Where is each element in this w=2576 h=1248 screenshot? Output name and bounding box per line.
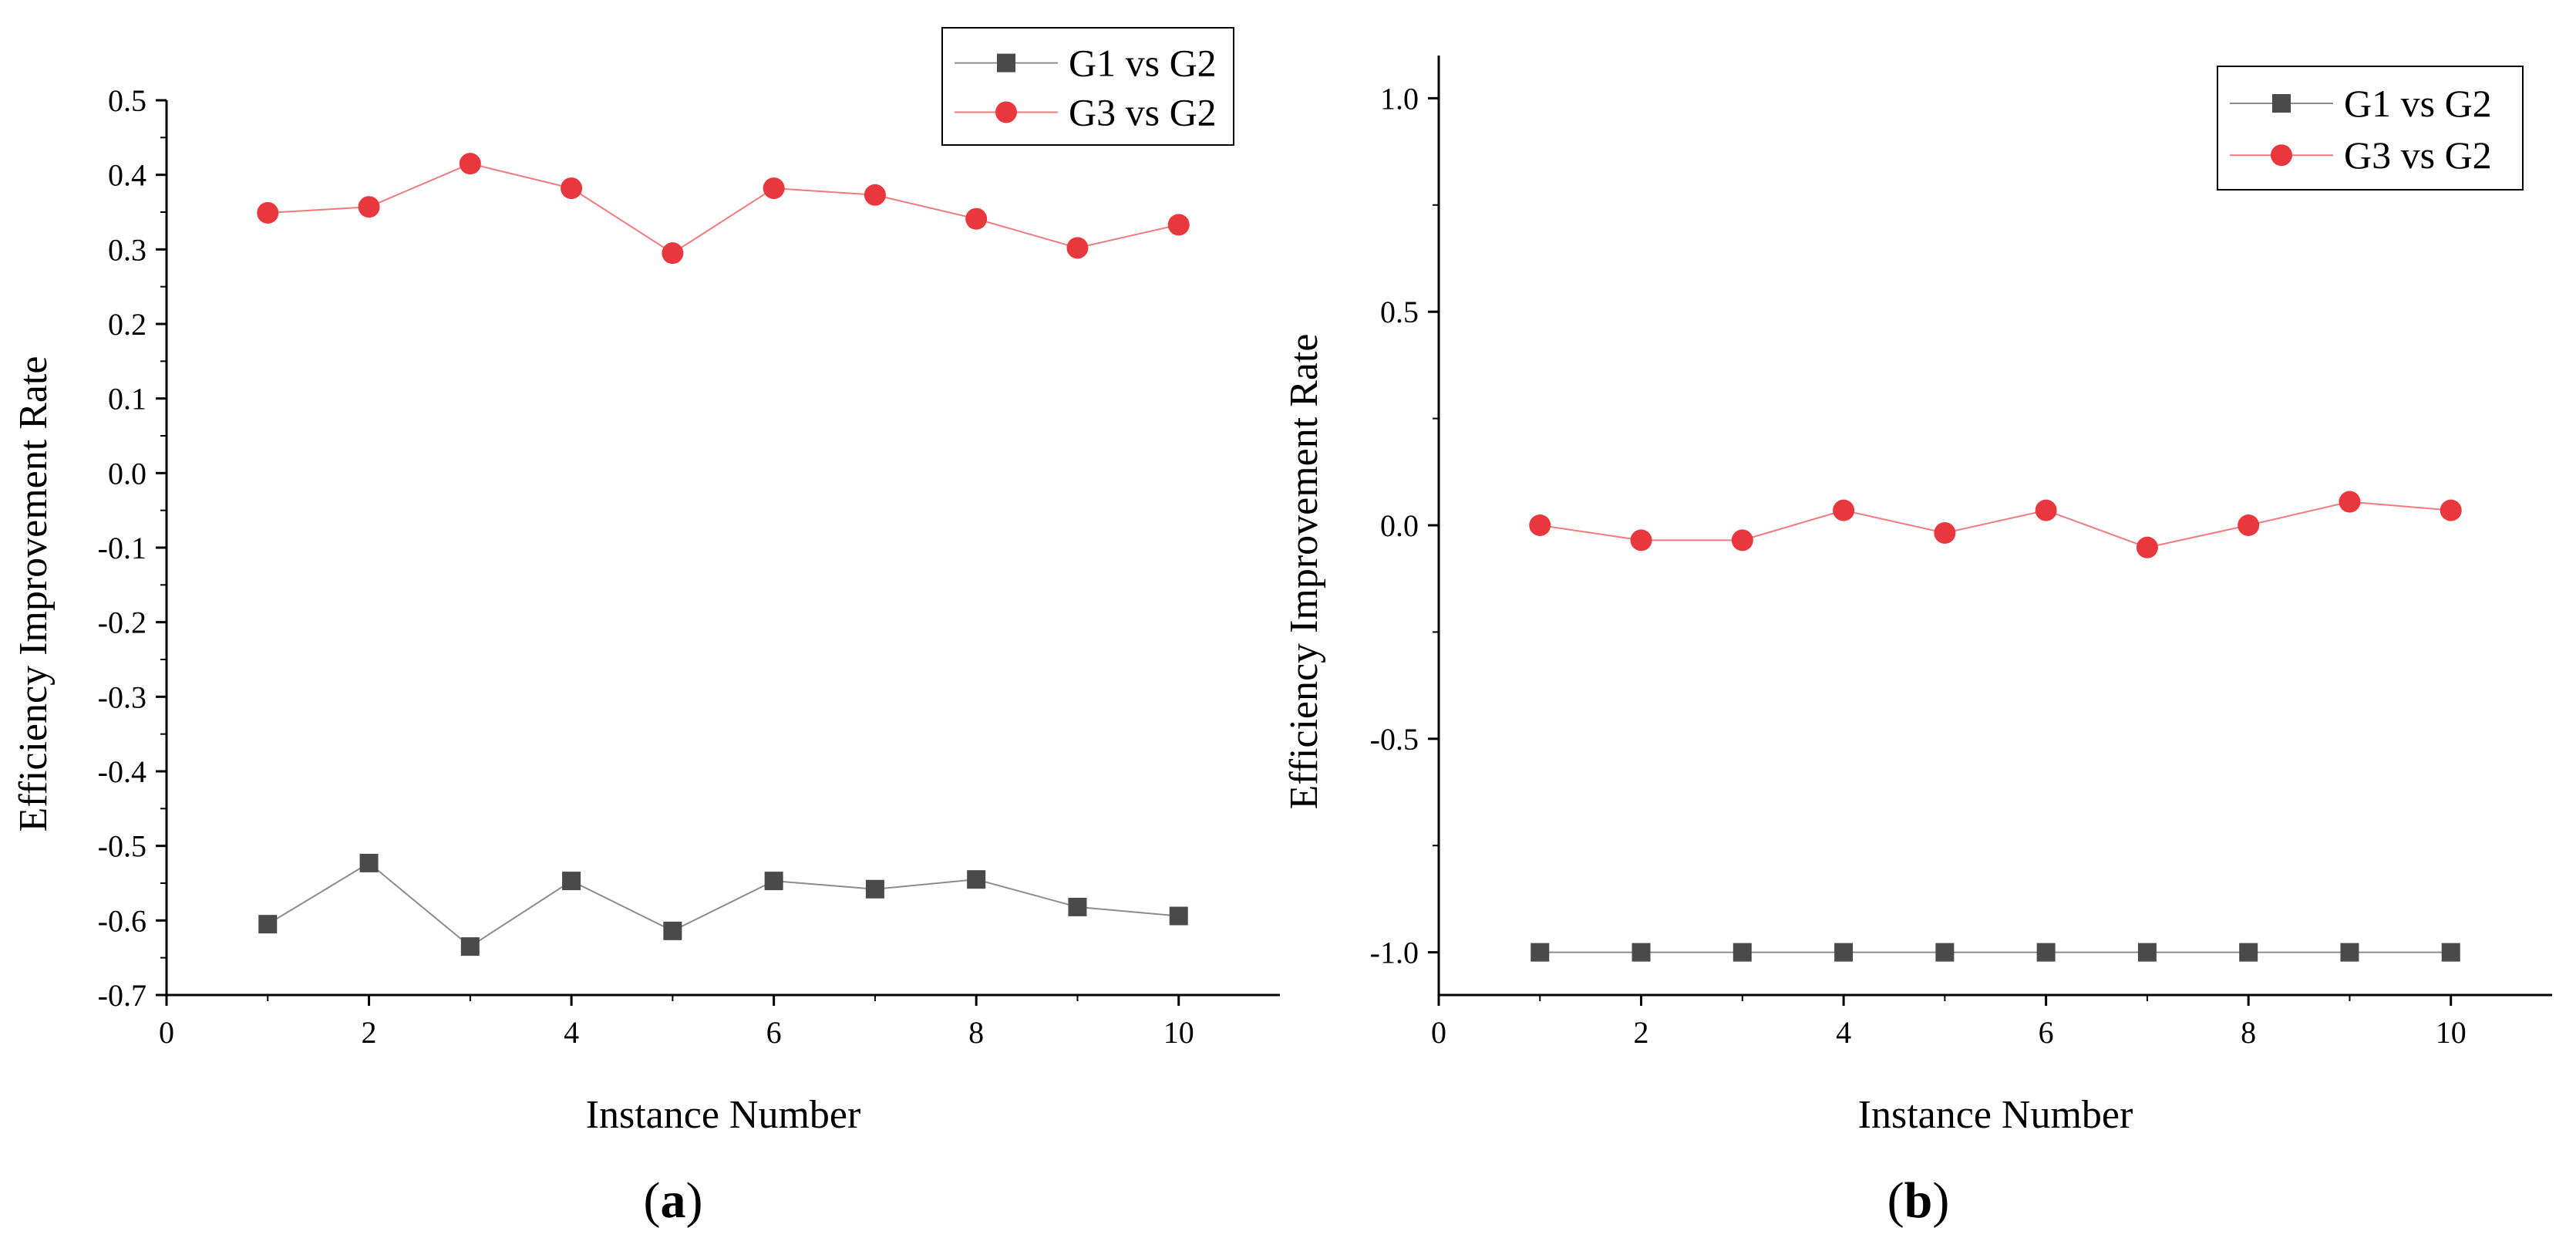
legend-marker-square <box>997 53 1015 73</box>
x-tick-label: 4 <box>1836 1015 1851 1050</box>
x-axis-title: Instance Number <box>586 1093 861 1137</box>
panel-label-paren: ( <box>644 1172 661 1229</box>
data-point-g3-vs-g2 <box>459 153 481 175</box>
legend-box <box>941 27 1234 146</box>
data-point-g1-vs-g2 <box>460 937 480 956</box>
y-tick-label: 0.1 <box>108 382 146 417</box>
x-tick-label: 0 <box>159 1015 174 1050</box>
panel-label-paren: ) <box>686 1172 703 1229</box>
data-point-g3-vs-g2 <box>965 207 988 230</box>
y-tick-label: -0.7 <box>98 978 146 1013</box>
panel-label-letter: a <box>661 1172 686 1229</box>
data-point-g3-vs-g2 <box>358 196 380 218</box>
y-tick-label: 0.4 <box>108 158 146 193</box>
data-point-g3-vs-g2 <box>763 177 785 200</box>
x-tick-label: 0 <box>1431 1015 1446 1050</box>
data-point-g1-vs-g2 <box>2036 943 2056 962</box>
data-point-g3-vs-g2 <box>1167 214 1190 236</box>
y-tick-label: 0.0 <box>108 456 146 491</box>
data-point-g1-vs-g2 <box>2239 943 2258 962</box>
y-tick-label: 0.0 <box>1380 508 1419 543</box>
data-point-g1-vs-g2 <box>2441 943 2460 962</box>
data-point-g1-vs-g2 <box>764 872 783 891</box>
data-point-g1-vs-g2 <box>258 915 278 934</box>
y-tick-label: 0.5 <box>108 83 146 118</box>
data-point-g1-vs-g2 <box>1834 943 1854 962</box>
y-tick-label: -1.0 <box>1370 936 1419 970</box>
data-point-g1-vs-g2 <box>1732 943 1752 962</box>
data-point-g1-vs-g2 <box>359 853 379 872</box>
data-point-g3-vs-g2 <box>2035 499 2057 521</box>
data-point-g3-vs-g2 <box>2238 514 2260 536</box>
data-point-g3-vs-g2 <box>1833 499 1855 521</box>
x-tick-label: 8 <box>968 1015 984 1050</box>
data-point-g1-vs-g2 <box>2340 943 2359 962</box>
data-point-g1-vs-g2 <box>1631 943 1651 962</box>
y-tick-label: 1.0 <box>1380 81 1419 116</box>
chart-panel-a: -0.7 -0.6 -0.5 -0.4 -0.3 -0.2 -0.1 0.0 0.1 0.2 0.3… <box>12 27 1280 1229</box>
y-tick-label: -0.5 <box>1370 722 1419 757</box>
series-line-1 <box>267 862 1179 948</box>
y-axis-title: Efficiency Improvement Rate <box>12 356 56 831</box>
panel-label-paren: ( <box>1887 1172 1904 1229</box>
x-tick-label: 2 <box>362 1015 377 1050</box>
y-axis-title: Efficiency Improvement Rate <box>1282 333 1326 809</box>
panel-label: (b) <box>1887 1172 1950 1229</box>
x-tick-label: 4 <box>564 1015 579 1050</box>
data-point-g3-vs-g2 <box>1529 514 1551 536</box>
x-tick-label: 2 <box>1634 1015 1649 1050</box>
data-point-g1-vs-g2 <box>1169 906 1188 926</box>
panel-label-paren: ) <box>1932 1172 1949 1229</box>
x-tick-label: 8 <box>2241 1015 2256 1050</box>
legend-marker-circle <box>995 101 1017 123</box>
data-point-g3-vs-g2 <box>2136 536 2158 558</box>
data-point-g1-vs-g2 <box>865 879 884 899</box>
data-point-g1-vs-g2 <box>2137 943 2157 962</box>
y-tick-label: -0.4 <box>98 754 146 789</box>
data-point-g3-vs-g2 <box>1934 521 1956 544</box>
x-tick-label: 6 <box>766 1015 782 1050</box>
legend-marker-circle <box>2271 144 2292 167</box>
data-point-g3-vs-g2 <box>1066 237 1089 259</box>
legend-label: G3 vs G2 <box>2344 133 2492 177</box>
y-tick-label: -0.1 <box>98 531 146 565</box>
data-point-g1-vs-g2 <box>562 872 581 891</box>
data-point-g1-vs-g2 <box>967 870 986 889</box>
y-tick-label: 0.3 <box>108 232 146 267</box>
legend-box <box>2217 66 2524 191</box>
data-point-g1-vs-g2 <box>1530 943 1550 962</box>
data-point-g3-vs-g2 <box>2339 491 2361 513</box>
data-point-g1-vs-g2 <box>663 921 682 940</box>
data-point-g1-vs-g2 <box>1935 943 1955 962</box>
chart-panel-b: -1.0 -0.5 0.0 0.5 1.0 0 2 4 6 8 10 Instance Number E… <box>1282 56 2552 1229</box>
legend-label: G3 vs G2 <box>1069 90 1217 133</box>
legend-marker-square <box>2272 94 2291 113</box>
data-point-g3-vs-g2 <box>561 177 583 200</box>
y-tick-label: -0.5 <box>98 829 146 864</box>
panel-label: (a) <box>644 1172 703 1229</box>
data-point-g3-vs-g2 <box>1630 529 1652 551</box>
data-point-g3-vs-g2 <box>257 201 279 224</box>
data-point-g3-vs-g2 <box>1731 529 1753 551</box>
legend-label: G1 vs G2 <box>2344 82 2492 125</box>
x-tick-label: 10 <box>1163 1015 1194 1050</box>
data-point-g3-vs-g2 <box>2440 499 2462 521</box>
data-point-g3-vs-g2 <box>662 242 684 265</box>
data-point-g3-vs-g2 <box>864 184 886 206</box>
data-point-g1-vs-g2 <box>1068 897 1087 916</box>
y-tick-label: -0.6 <box>98 903 146 938</box>
y-tick-label: 0.5 <box>1380 295 1419 329</box>
y-tick-label: 0.2 <box>108 307 146 342</box>
x-tick-label: 10 <box>2436 1015 2467 1050</box>
legend-label: G1 vs G2 <box>1069 42 1217 85</box>
panel-label-letter: b <box>1904 1172 1933 1229</box>
x-tick-label: 6 <box>2039 1015 2054 1050</box>
y-tick-label: -0.3 <box>98 680 146 714</box>
series-line-2 <box>268 163 1179 255</box>
series-line-2 <box>1540 501 2451 548</box>
x-axis-title: Instance Number <box>1858 1093 2133 1137</box>
y-tick-label: -0.2 <box>98 605 146 640</box>
